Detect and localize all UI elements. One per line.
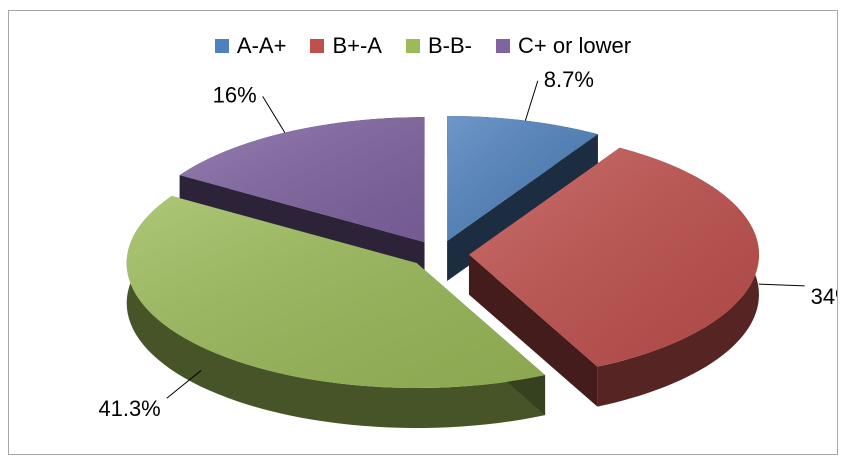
legend: A-A+ B+-A B-B- C+ or lower	[9, 33, 837, 59]
data-label-3: 16%	[213, 82, 257, 107]
slice-side-2	[126, 196, 546, 429]
data-label-2: 41.3%	[98, 396, 160, 421]
slice-shine-3	[179, 117, 425, 243]
legend-item-d: C+ or lower	[495, 33, 632, 59]
data-label-0: 8.7%	[544, 67, 594, 92]
leader-line-2	[166, 370, 202, 399]
legend-label-a: A-A+	[236, 33, 287, 58]
legend-label-b: B+-A	[332, 33, 382, 58]
leader-lines	[166, 80, 805, 399]
data-labels: 8.7% 34% 41.3% 16%	[98, 67, 837, 421]
legend-swatch-b	[310, 39, 325, 53]
slice-shine-1	[468, 147, 759, 367]
legend-item-b: B+-A	[310, 33, 382, 59]
legend-item-a: A-A+	[214, 33, 287, 59]
legend-swatch-d	[495, 39, 510, 53]
slice-cut-1-1	[468, 254, 598, 407]
legend-item-c: B-B-	[405, 33, 472, 59]
data-label-1: 34%	[811, 284, 837, 309]
legend-swatch-a	[214, 39, 229, 53]
slice-shine-0	[447, 116, 598, 242]
leader-line-3	[262, 96, 286, 133]
leader-line-0	[524, 80, 539, 121]
pie-tops	[126, 116, 759, 389]
legend-swatch-c	[405, 39, 420, 53]
leader-line-1	[758, 283, 805, 287]
pie-chart: 8.7% 34% 41.3% 16%	[98, 67, 837, 429]
slice-shine-2	[126, 196, 546, 389]
legend-label-c: B-B-	[427, 33, 472, 58]
legend-label-d: C+ or lower	[517, 33, 632, 58]
chart-frame: A-A+ B+-A B-B- C+ or lower 8.7% 34% 41.3% 1…	[8, 10, 838, 455]
